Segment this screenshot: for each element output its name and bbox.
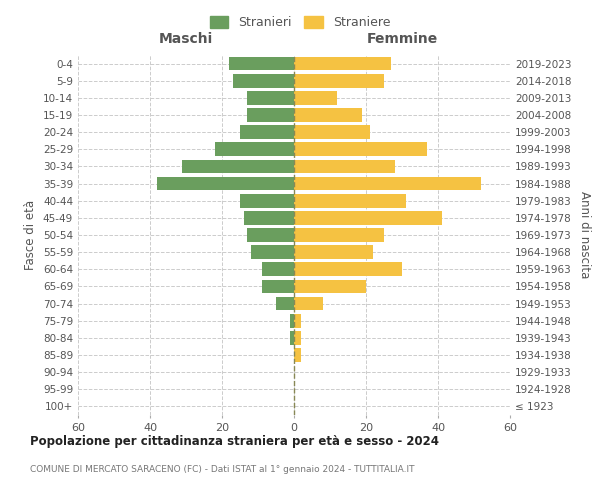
Bar bbox=[294, 246, 373, 259]
Bar bbox=[294, 108, 362, 122]
Bar bbox=[157, 176, 294, 190]
Bar bbox=[247, 228, 294, 242]
Bar bbox=[294, 296, 323, 310]
Bar bbox=[294, 262, 402, 276]
Text: Popolazione per cittadinanza straniera per età e sesso - 2024: Popolazione per cittadinanza straniera p… bbox=[30, 435, 439, 448]
Legend: Stranieri, Straniere: Stranieri, Straniere bbox=[205, 11, 395, 34]
Bar bbox=[182, 160, 294, 173]
Bar bbox=[240, 126, 294, 139]
Text: Femmine: Femmine bbox=[367, 32, 437, 46]
Bar bbox=[294, 228, 384, 242]
Bar bbox=[294, 211, 442, 224]
Text: Maschi: Maschi bbox=[159, 32, 213, 46]
Bar bbox=[294, 176, 481, 190]
Bar bbox=[240, 194, 294, 207]
Text: COMUNE DI MERCATO SARACENO (FC) - Dati ISTAT al 1° gennaio 2024 - TUTTITALIA.IT: COMUNE DI MERCATO SARACENO (FC) - Dati I… bbox=[30, 465, 415, 474]
Bar bbox=[294, 331, 301, 344]
Bar bbox=[262, 280, 294, 293]
Y-axis label: Fasce di età: Fasce di età bbox=[25, 200, 37, 270]
Bar bbox=[294, 74, 384, 88]
Y-axis label: Anni di nascita: Anni di nascita bbox=[578, 192, 591, 278]
Bar bbox=[290, 331, 294, 344]
Bar bbox=[294, 314, 301, 328]
Bar bbox=[294, 160, 395, 173]
Bar bbox=[294, 194, 406, 207]
Bar bbox=[290, 314, 294, 328]
Bar bbox=[247, 91, 294, 104]
Bar bbox=[215, 142, 294, 156]
Bar bbox=[233, 74, 294, 88]
Bar bbox=[244, 211, 294, 224]
Bar bbox=[262, 262, 294, 276]
Bar bbox=[294, 56, 391, 70]
Bar bbox=[294, 91, 337, 104]
Bar bbox=[247, 108, 294, 122]
Bar bbox=[229, 56, 294, 70]
Bar bbox=[251, 246, 294, 259]
Bar bbox=[294, 142, 427, 156]
Bar bbox=[294, 348, 301, 362]
Bar bbox=[294, 280, 366, 293]
Bar bbox=[294, 126, 370, 139]
Bar bbox=[276, 296, 294, 310]
